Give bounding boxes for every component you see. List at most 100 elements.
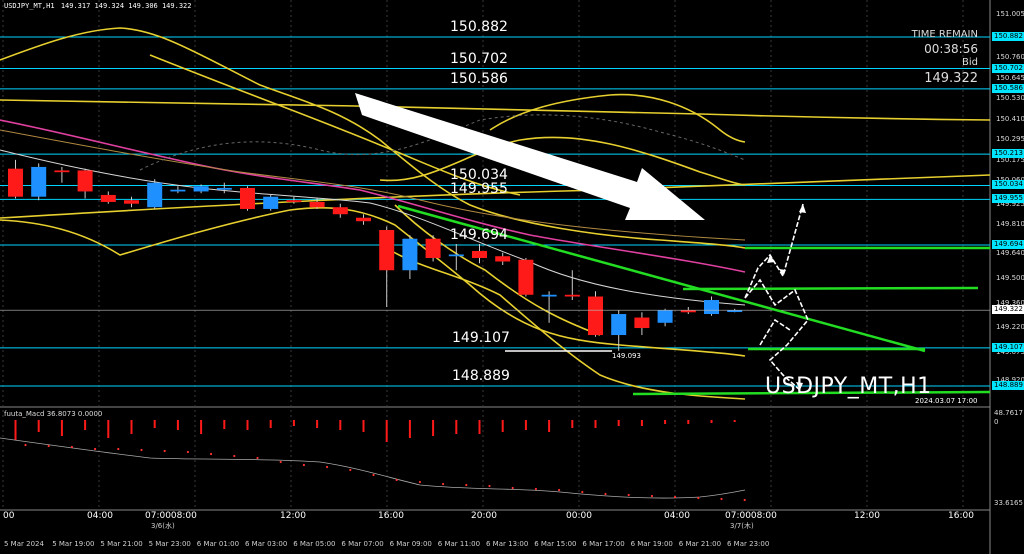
candle-bull: [727, 310, 743, 313]
macd-dot: [279, 460, 282, 464]
candle-bull: [448, 254, 464, 257]
candle-bull: [31, 166, 47, 197]
macd-dot: [418, 480, 421, 484]
macd-bar: [687, 420, 690, 424]
macd-dot: [372, 473, 375, 477]
candle-bull: [263, 196, 279, 209]
macd-dot: [349, 468, 352, 472]
time-axis-label: 16:00: [948, 511, 974, 521]
macd-signal-line: [0, 437, 746, 499]
macd-dot: [488, 484, 491, 488]
minor-time-label: 5 Mar 23:00: [148, 540, 191, 548]
symbol-label: USDJPY_MT,H1: [4, 2, 55, 10]
candle-bear: [472, 250, 487, 258]
minor-time-label: 6 Mar 17:00: [582, 540, 625, 548]
macd-bar: [408, 420, 411, 438]
macd-bar: [246, 420, 249, 430]
candle-bull: [402, 238, 418, 271]
price-scale-tick: 150.410: [996, 114, 1024, 123]
indicator-bands: [0, 27, 991, 400]
date-label: 3/6(水): [151, 522, 175, 530]
candle-bull: [657, 310, 673, 323]
price-scale-tick: 150.060: [996, 176, 1024, 184]
bid-label: Bid: [962, 57, 978, 68]
minor-time-label: 6 Mar 07:00: [341, 540, 384, 548]
scenario-arrow-heads: [767, 204, 806, 390]
price-scale-tick: 149.075: [996, 348, 1024, 357]
macd-bar: [385, 420, 388, 442]
macd-dot: [674, 495, 677, 499]
macd-bar: [84, 420, 87, 430]
level-label: 149.955: [450, 181, 508, 198]
candle-bull: [170, 189, 186, 192]
price-scale-tick: 150.175: [996, 155, 1024, 164]
macd-dot: [140, 448, 143, 452]
minor-time-label: 6 Mar 13:00: [486, 540, 529, 548]
level-price-tag: 150.882: [992, 32, 1024, 41]
candle-bull: [193, 186, 209, 192]
macd-bar: [640, 420, 643, 426]
macd-bar: [524, 420, 527, 430]
macd-bar: [455, 420, 458, 434]
upper-fan: [149, 54, 521, 196]
macd-bar: [478, 420, 481, 434]
long-flat-1: [0, 99, 991, 121]
macd-bar: [548, 420, 551, 432]
minor-time-label: 6 Mar 21:00: [678, 540, 722, 548]
candle-bear: [588, 296, 603, 336]
macd-bar: [710, 420, 713, 423]
candle-bear: [240, 187, 255, 209]
price-scale-tick: 149.810: [996, 219, 1024, 228]
macd-dot: [210, 452, 213, 456]
macd-dot: [697, 496, 700, 500]
macd-histogram: [14, 420, 736, 442]
time-axis-label: 07:0008:00: [145, 511, 197, 521]
level-price-tag: 150.213: [992, 149, 1024, 159]
price-scale-tick: 150.760: [996, 53, 1024, 62]
candle-bear: [379, 229, 395, 271]
trend-lines: [397, 204, 991, 396]
time-axis-label: 16:00: [378, 511, 404, 521]
trend-line-low: [632, 390, 991, 396]
level-label: 150.702: [450, 50, 508, 67]
macd-dot: [627, 493, 630, 497]
macd-dot: [233, 454, 236, 458]
macd-dot: [558, 488, 561, 492]
time-remain-label: TIME REMAIN: [911, 29, 978, 40]
time-axis-label: 12:00: [280, 511, 306, 521]
macd-bar: [339, 420, 342, 430]
trend-line-mid: [682, 286, 979, 291]
macd-bar: [130, 420, 133, 434]
time-axis-label: 04:00: [87, 511, 113, 521]
macd-dot: [326, 465, 329, 469]
macd-bar: [269, 420, 272, 428]
price-scale-tick: 149.500: [996, 274, 1024, 282]
date-label: 3/7(木): [730, 522, 754, 530]
macd-bar: [733, 420, 736, 422]
candle-bear: [100, 194, 116, 202]
level-label: 148.889: [452, 368, 510, 384]
trend-line-descending: [397, 204, 926, 353]
level-price-tag: 149.955: [992, 194, 1024, 204]
candle-bear: [332, 207, 348, 215]
macd-bar: [501, 420, 504, 432]
macd-scale-zero: 0: [994, 418, 999, 426]
time-axis-label: 00: [3, 511, 15, 521]
current-price-tag: 149.322: [992, 305, 1024, 315]
moving-average-white: [0, 149, 746, 306]
macd-dot: [94, 447, 97, 451]
macd-bar: [107, 420, 110, 438]
macd-bar: [571, 420, 574, 428]
macd-bar: [664, 420, 667, 424]
candle-bear: [425, 238, 441, 258]
macd-dot: [70, 445, 73, 449]
price-scale-tick: 149.640: [996, 249, 1024, 258]
macd-bar: [176, 420, 179, 430]
macd-bar: [14, 420, 17, 440]
macd-bar: [594, 420, 597, 428]
timestamp-label: 2024.03.07 17:00: [915, 397, 978, 405]
middle-band-right: [379, 136, 746, 186]
candle-bear: [124, 200, 139, 204]
